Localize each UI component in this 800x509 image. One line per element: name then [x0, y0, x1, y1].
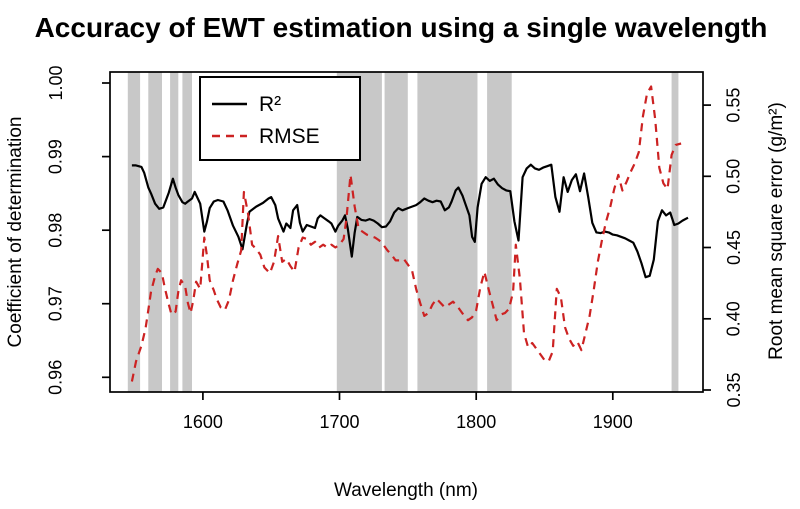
y-left-tick-label: 1.00 — [46, 65, 66, 100]
y-right-tick-label: 0.40 — [724, 301, 744, 336]
absorption-band — [671, 72, 679, 392]
y-right-tick-label: 0.35 — [724, 372, 744, 407]
y-left-tick-label: 0.98 — [46, 213, 66, 248]
legend-rmse-label: RMSE — [259, 125, 320, 148]
y-right-tick-label: 0.45 — [724, 230, 744, 265]
x-tick-label: 1900 — [593, 412, 633, 432]
chart-title: Accuracy of EWT estimation using a singl… — [35, 12, 768, 43]
y-right-tick-label: 0.50 — [724, 159, 744, 194]
y-right-axis-label: Root mean square error (g/m²) — [766, 102, 787, 360]
absorption-band — [487, 72, 512, 392]
y-left-tick-label: 0.97 — [46, 286, 66, 321]
x-tick-label: 1700 — [319, 412, 359, 432]
x-tick-label: 1600 — [183, 412, 223, 432]
r2-line — [131, 163, 689, 279]
absorption-band — [148, 72, 162, 392]
y-left-tick-label: 0.96 — [46, 360, 66, 395]
y-left-axis-label: Coefficient of determination — [5, 117, 26, 348]
absorption-band — [417, 72, 478, 392]
rmse-line — [130, 85, 682, 382]
ticks-group: 1600 1700 1800 1900 0.96 0.97 0.98 0.99 1.00 0.35… — [46, 65, 744, 431]
absorption-band — [182, 72, 192, 392]
x-tick-label: 1800 — [456, 412, 496, 432]
y-right-tick-label: 0.55 — [724, 88, 744, 123]
legend-box — [199, 76, 361, 161]
legend-r2-label: R² — [259, 93, 281, 116]
absorption-band — [127, 72, 141, 392]
x-axis-label: Wavelength (nm) — [334, 480, 478, 501]
legend: R² RMSE — [199, 76, 361, 161]
plot-border — [109, 71, 704, 393]
series-group — [130, 85, 689, 382]
absorption-band — [170, 72, 179, 392]
y-left-tick-label: 0.99 — [46, 139, 66, 174]
absorption-band — [384, 72, 408, 392]
